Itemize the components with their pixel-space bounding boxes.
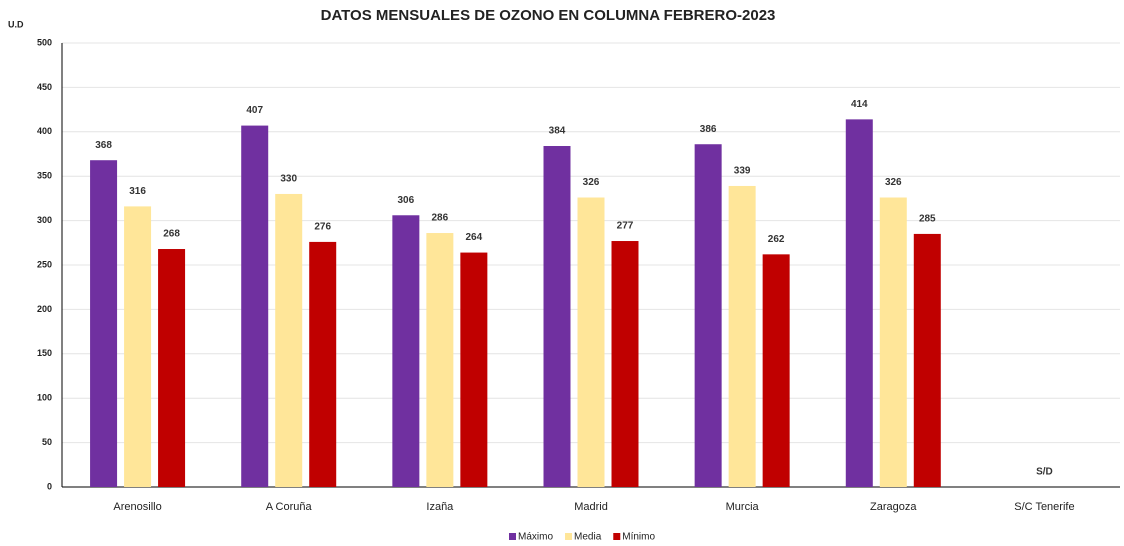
bar	[241, 125, 269, 488]
y-tick-label: 150	[37, 348, 52, 358]
bar	[158, 249, 186, 487]
bar	[460, 252, 488, 487]
y-tick-label: 350	[37, 171, 52, 181]
value-label: 368	[95, 140, 112, 151]
bar	[124, 206, 152, 487]
bar	[694, 144, 722, 487]
value-label: 384	[549, 126, 566, 137]
bar	[762, 254, 790, 487]
x-tick-label: Izaña	[426, 501, 454, 513]
x-tick-label: Zaragoza	[870, 501, 917, 513]
value-label: 277	[617, 221, 634, 232]
value-label: 326	[583, 177, 600, 188]
y-tick-label: 300	[37, 215, 52, 225]
value-label: 316	[129, 186, 146, 197]
bar	[426, 233, 454, 487]
value-label: 276	[314, 222, 331, 233]
legend-label: Mínimo	[622, 532, 655, 543]
x-tick-label: Madrid	[574, 501, 608, 513]
legend-swatch	[509, 533, 516, 540]
value-label: 407	[246, 105, 263, 116]
legend-label: Máximo	[518, 532, 553, 543]
bar	[543, 146, 571, 487]
annotation: S/D	[1036, 467, 1053, 478]
y-tick-label: 100	[37, 393, 52, 403]
value-label: 414	[851, 99, 868, 110]
y-tick-label: 250	[37, 259, 52, 269]
value-label: 306	[398, 195, 415, 206]
bar	[90, 160, 118, 487]
value-label: 285	[919, 214, 936, 225]
bar	[392, 215, 420, 487]
value-label: 262	[768, 234, 785, 245]
y-tick-label: 400	[37, 126, 52, 136]
chart-title: DATOS MENSUALES DE OZONO EN COLUMNA FEBR…	[321, 7, 776, 24]
legend-label: Media	[574, 532, 602, 543]
bar	[577, 197, 605, 487]
x-tick-label: Arenosillo	[113, 501, 161, 513]
x-tick-label: S/C Tenerife	[1014, 501, 1074, 513]
y-tick-label: 0	[47, 481, 52, 491]
legend-swatch	[613, 533, 621, 540]
x-tick-label: Murcia	[726, 501, 760, 513]
bar	[728, 185, 756, 487]
y-tick-label: 50	[42, 437, 52, 447]
value-label: 264	[466, 232, 483, 243]
y-tick-label: 500	[37, 37, 52, 47]
bar	[845, 119, 873, 488]
bar	[309, 241, 337, 487]
y-tick-label: 200	[37, 304, 52, 314]
bar	[275, 193, 303, 487]
value-label: 268	[163, 229, 180, 240]
value-label: 286	[432, 213, 449, 224]
value-label: 386	[700, 124, 717, 135]
value-label: 326	[885, 177, 902, 188]
y-axis-label: U.D	[8, 19, 24, 29]
value-label: 330	[280, 174, 297, 185]
y-tick-label: 450	[37, 82, 52, 92]
legend-swatch	[565, 533, 573, 540]
bar	[879, 197, 907, 487]
x-tick-label: A Coruña	[266, 501, 313, 513]
bar	[913, 233, 941, 487]
value-label: 339	[734, 166, 751, 177]
bar	[611, 241, 639, 487]
